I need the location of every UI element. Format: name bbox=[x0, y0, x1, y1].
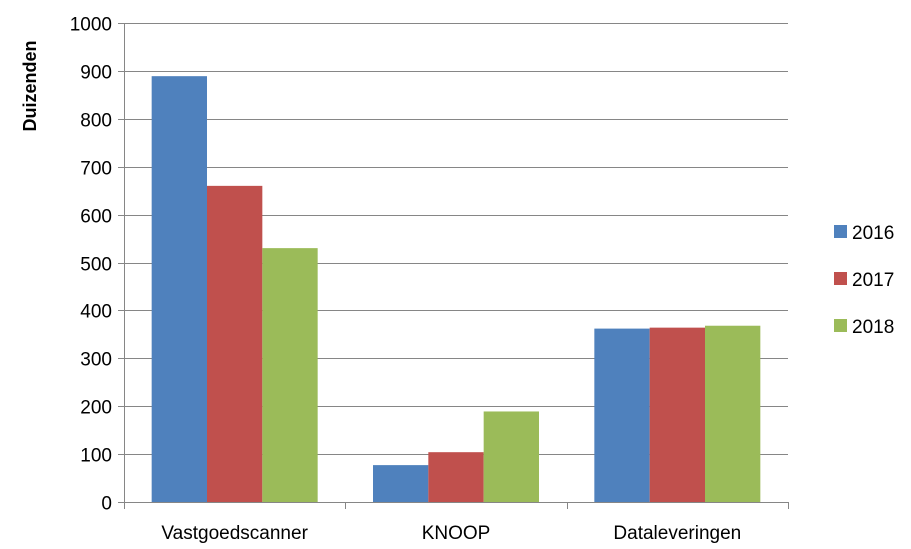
y-tick-label: 600 bbox=[80, 207, 112, 228]
legend-swatch bbox=[834, 272, 847, 285]
legend-label: 2018 bbox=[852, 317, 894, 338]
y-axis-title: Duizenden bbox=[20, 40, 40, 131]
y-tick-label: 400 bbox=[80, 302, 112, 323]
y-tick-label: 1000 bbox=[70, 15, 112, 36]
axes bbox=[118, 23, 789, 509]
legend: 2016 2017 2018 bbox=[834, 223, 894, 338]
y-tick-labels: 0 100 200 300 400 500 600 700 800 900 1000 bbox=[70, 15, 112, 515]
y-tick-label: 700 bbox=[80, 159, 112, 180]
y-tick-label: 800 bbox=[80, 111, 112, 132]
bar-2018-vastgoedscanner bbox=[262, 248, 318, 502]
legend-label: 2017 bbox=[852, 270, 894, 291]
bar-2016-dataleveringen bbox=[594, 328, 650, 502]
bar-2018-knoop bbox=[483, 411, 539, 502]
y-tick-label: 200 bbox=[80, 398, 112, 419]
x-tick-label: Dataleveringen bbox=[613, 523, 741, 544]
legend-swatch bbox=[834, 319, 847, 332]
y-tick-label: 500 bbox=[80, 255, 112, 276]
y-tick-label: 0 bbox=[101, 494, 112, 515]
bars bbox=[151, 76, 761, 503]
y-tick-label: 100 bbox=[80, 446, 112, 467]
bar-2017-dataleveringen bbox=[649, 327, 705, 502]
legend-swatch bbox=[834, 225, 847, 238]
bar-2017-knoop bbox=[428, 452, 484, 502]
bar-2017-vastgoedscanner bbox=[207, 185, 263, 503]
x-tick-label: KNOOP bbox=[422, 523, 491, 544]
x-tick-label: Vastgoedscanner bbox=[161, 523, 308, 544]
bar-2016-knoop bbox=[373, 465, 429, 502]
x-tick-labels: Vastgoedscanner KNOOP Dataleveringen bbox=[161, 523, 741, 544]
bar-2016-vastgoedscanner bbox=[151, 76, 207, 502]
legend-label: 2016 bbox=[852, 223, 894, 244]
bar-2018-dataleveringen bbox=[705, 325, 761, 502]
y-tick-label: 300 bbox=[80, 350, 112, 371]
y-tick-label: 900 bbox=[80, 63, 112, 84]
